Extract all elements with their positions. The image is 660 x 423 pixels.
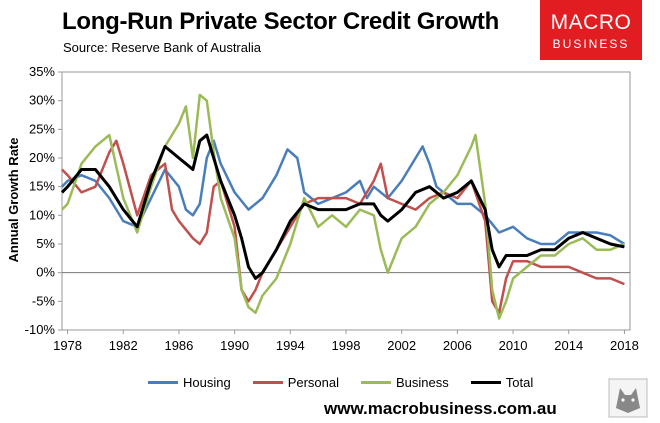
legend-swatch [252,380,283,384]
y-tick-label: 30% [29,93,55,108]
legend-item-housing: Housing [148,375,231,390]
legend-item-personal: Personal [252,374,340,390]
series-line-personal [61,139,625,315]
series-line-business [61,93,625,320]
macrobusiness-logo: MACRO BUSINESS [540,0,642,60]
x-tick-label: 1978 [53,338,82,353]
chart-series [60,93,626,320]
legend-swatch [470,380,501,384]
chart-tick-labels: 35% 30% 25% 20% 15% 10% 5% 0% -5% -10%1978 1982 198… [25,64,639,353]
y-tick-label: 25% [29,121,55,136]
website-url: www.macrobusiness.com.au [324,399,557,418]
x-tick-label: 2014 [554,338,583,353]
chart-title: Long-Run Private Sector Credit Growth [62,8,499,35]
y-tick-label: 0% [36,265,55,280]
y-tick-label: 20% [29,150,55,165]
x-tick-label: 1982 [109,338,138,353]
legend-swatch [361,380,392,384]
wolf-emblem-icon [608,378,648,418]
logo-line-1: MACRO [550,11,632,34]
legend-swatch [148,380,178,384]
legend-label: Total [505,374,534,390]
series-line-total [60,133,625,280]
y-tick-label: 5% [36,236,55,251]
x-tick-label: 2002 [387,338,416,353]
y-tick-label: 15% [29,179,55,194]
legend-label: Personal [287,374,340,390]
x-tick-label: 1986 [164,338,193,353]
y-tick-label: -10% [25,322,56,337]
y-axis-label: Annual Growth Rate [6,138,21,263]
legend-item-business: Business [361,375,449,390]
chart-axes [58,71,631,334]
legend-item-total: Total [470,374,534,390]
y-tick-label: 35% [29,64,55,79]
x-tick-label: 1990 [220,338,249,353]
x-tick-label: 1994 [276,338,305,353]
chart-subtitle: Source: Reserve Bank of Australia [63,40,261,55]
x-tick-label: 2010 [499,338,528,353]
y-tick-label: 10% [29,207,55,222]
chart-legend: Housing Personal Business Total [148,373,555,391]
legend-label: Business [396,374,449,390]
legend-label: Housing [183,374,231,390]
x-tick-label: 2006 [443,338,472,353]
x-tick-label: 2018 [610,338,639,353]
logo-line-2: BUSINESS [552,37,630,51]
y-tick-label: -5% [32,293,56,308]
x-tick-label: 1998 [332,338,361,353]
